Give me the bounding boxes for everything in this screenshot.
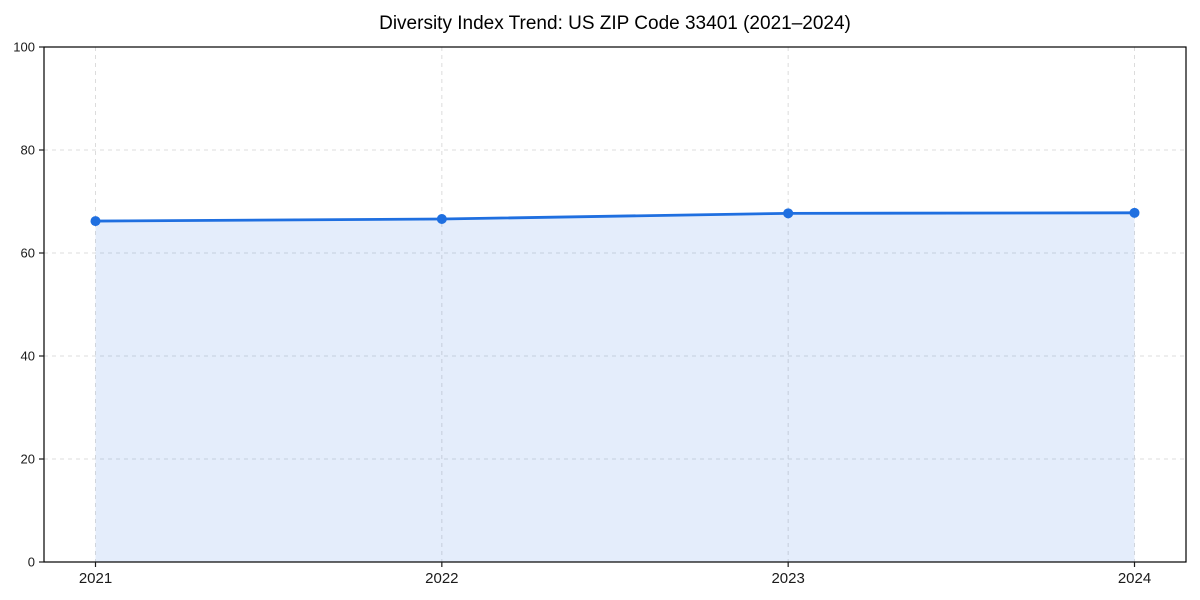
data-point-2024 [1129,207,1140,218]
x-tick-label: 2021 [79,570,112,587]
y-tick-label: 60 [21,246,35,261]
data-point-2022 [436,214,447,225]
y-tick-label: 80 [21,143,35,158]
plot-frame [43,46,1187,563]
chart-title: Diversity Index Trend: US ZIP Code 33401… [379,13,851,34]
y-tick-label: 100 [13,40,35,55]
x-tick-label: 2024 [1118,570,1151,587]
y-tick-label: 40 [21,349,35,364]
data-point-2023 [783,208,794,219]
plot-area: 0 20 40 60 80 100 2021 2022 2023 2024 [13,40,1187,587]
data-point-2021 [90,216,101,227]
y-tick-label: 20 [21,452,35,467]
x-tick-label: 2023 [771,570,804,587]
x-tick-label: 2022 [425,570,458,587]
area-fill [95,212,1135,562]
trend-line [94,211,1136,223]
y-tick-label: 0 [28,555,35,570]
